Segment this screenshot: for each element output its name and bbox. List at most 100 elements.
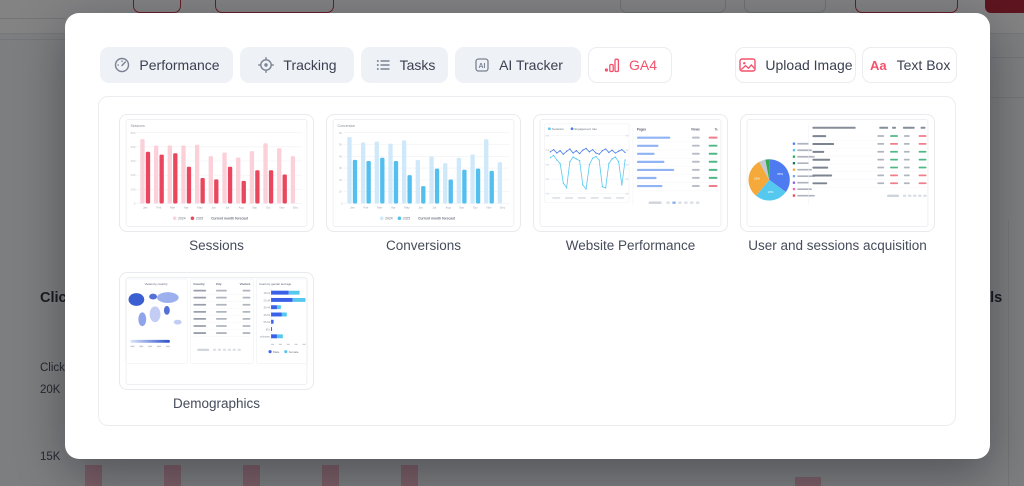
- svg-text:Current month forecast: Current month forecast: [211, 216, 249, 220]
- action-label: Upload Image: [765, 57, 853, 73]
- svg-text:400: 400: [131, 145, 136, 149]
- tab-ai-tracker[interactable]: AI AI Tracker: [455, 47, 581, 83]
- card-label-sessions: Sessions: [189, 238, 244, 253]
- svg-text:Oct: Oct: [473, 205, 478, 209]
- svg-text:45-54: 45-54: [264, 313, 271, 317]
- upload-image-button[interactable]: Upload Image: [735, 47, 856, 83]
- svg-text:2K: 2K: [339, 178, 343, 182]
- svg-text:unknown: unknown: [260, 335, 271, 339]
- backdrop-axis-series: Clicks: [40, 362, 71, 374]
- tab-label: Performance: [139, 57, 220, 73]
- tab-label: Tracking: [283, 57, 337, 73]
- backdrop-button[interactable]: [855, 0, 958, 13]
- tab-performance[interactable]: Performance: [100, 47, 233, 83]
- tab-tasks[interactable]: Tasks: [361, 47, 448, 83]
- svg-text:Apr: Apr: [184, 205, 188, 209]
- svg-text:26%: 26%: [768, 190, 774, 194]
- widget-card-sessions[interactable]: Sessions 500 400 300 200 100 0 Jan Feb Mar Apr May J…: [119, 114, 314, 232]
- card-label-demographics: Demographics: [172, 396, 261, 411]
- text-box-button[interactable]: Aa Text Box: [862, 47, 957, 83]
- svg-text:City: City: [216, 282, 222, 286]
- svg-text:Sessions: Sessions: [552, 127, 564, 131]
- svg-text:Jun: Jun: [418, 205, 423, 209]
- svg-text:Views: Views: [691, 128, 700, 132]
- bar-chart-icon: [604, 58, 620, 73]
- divider: [987, 57, 1024, 58]
- svg-text:0: 0: [341, 202, 343, 206]
- backdrop-button[interactable]: [215, 0, 334, 13]
- tab-label: AI Tracker: [499, 57, 563, 73]
- svg-text:5K: 5K: [339, 143, 343, 147]
- svg-text:Country: Country: [193, 282, 205, 286]
- svg-text:3K: 3K: [339, 166, 343, 170]
- svg-text:Mar: Mar: [377, 205, 382, 209]
- svg-text:2024: 2024: [385, 216, 393, 220]
- crosshair-icon: [258, 57, 275, 73]
- tab-ga4[interactable]: GA4: [588, 47, 672, 83]
- backdrop-chart-bar: [401, 465, 418, 486]
- ai-chip-icon: AI: [475, 58, 489, 72]
- website-performance-thumbnail: Sessions Engagement rate Pages Views%: [534, 115, 727, 231]
- backdrop-button[interactable]: [744, 0, 826, 13]
- svg-text:100: 100: [131, 187, 136, 191]
- svg-text:Conversion: Conversion: [337, 124, 355, 128]
- backdrop-chart-bar: [795, 477, 821, 486]
- svg-text:35-44: 35-44: [264, 306, 271, 310]
- svg-text:31%: 31%: [754, 177, 760, 181]
- svg-text:Female: Female: [289, 350, 299, 354]
- svg-text:Jul: Jul: [226, 205, 230, 209]
- widget-gallery: Sessions 500 400 300 200 100 0 Jan Feb Mar Apr May J…: [98, 96, 956, 426]
- svg-text:0: 0: [134, 202, 136, 206]
- demographics-thumbnail: Views by country Country City Visitors Users…: [120, 273, 313, 389]
- svg-text:%: %: [715, 128, 718, 132]
- acquisition-thumbnail: 35% 26% 31%: [741, 115, 934, 231]
- tab-tracking[interactable]: Tracking: [240, 47, 354, 83]
- svg-text:Aug: Aug: [239, 205, 244, 209]
- image-icon: [739, 58, 757, 72]
- svg-text:1K: 1K: [339, 190, 343, 194]
- svg-text:Nov: Nov: [487, 205, 493, 209]
- text-icon: Aa: [870, 58, 887, 73]
- svg-text:Male: Male: [273, 350, 280, 354]
- backdrop-button[interactable]: [985, 0, 1024, 13]
- backdrop-tick-20k: 20K: [40, 384, 61, 396]
- widget-card-user-sessions-acquisition[interactable]: 35% 26% 31%: [740, 114, 935, 232]
- svg-text:Jan: Jan: [350, 205, 355, 209]
- svg-text:Pages: Pages: [637, 128, 646, 132]
- svg-text:200: 200: [131, 173, 136, 177]
- svg-text:18-24: 18-24: [264, 291, 271, 295]
- svg-text:Jan: Jan: [143, 205, 148, 209]
- widget-card-website-performance[interactable]: Sessions Engagement rate Pages Views%: [533, 114, 728, 232]
- svg-text:25-34: 25-34: [264, 298, 271, 302]
- svg-text:Mar: Mar: [170, 205, 175, 209]
- svg-text:4K: 4K: [339, 154, 343, 158]
- svg-text:Views by country: Views by country: [145, 282, 168, 286]
- backdrop-chart-bar: [85, 465, 102, 486]
- svg-text:Feb: Feb: [157, 205, 162, 209]
- svg-text:Sep: Sep: [459, 205, 464, 209]
- backdrop-button[interactable]: [620, 0, 726, 13]
- backdrop-button[interactable]: [133, 0, 181, 13]
- svg-text:2025: 2025: [403, 216, 411, 220]
- list-icon: [376, 60, 390, 70]
- tab-label: Tasks: [399, 57, 436, 73]
- widget-card-conversions[interactable]: Conversion 6K 5K 4K 3K 2K 1K 0 Jan Feb Mar Apr May Ju…: [326, 114, 521, 232]
- svg-text:Sessions: Sessions: [130, 124, 145, 128]
- svg-text:55-64: 55-64: [264, 320, 271, 324]
- divider: [0, 18, 65, 19]
- backdrop-chart-bar: [243, 465, 260, 486]
- widget-card-demographics[interactable]: Views by country Country City Visitors Users…: [119, 272, 314, 390]
- card-label-conversions: Conversions: [385, 238, 462, 253]
- svg-text:AI: AI: [479, 63, 486, 70]
- conversions-thumbnail: Conversion 6K 5K 4K 3K 2K 1K 0 Jan Feb Mar Apr May Ju…: [327, 115, 520, 231]
- svg-text:6K: 6K: [339, 131, 343, 135]
- backdrop-tick-15k: 15K: [40, 451, 61, 463]
- svg-text:Engagement rate: Engagement rate: [574, 127, 597, 131]
- svg-text:Current month forecast: Current month forecast: [418, 216, 456, 220]
- svg-text:Feb: Feb: [364, 205, 369, 209]
- svg-text:Aug: Aug: [446, 205, 451, 209]
- card-edge: [1008, 220, 1009, 486]
- svg-text:500: 500: [131, 131, 136, 135]
- svg-text:Dec: Dec: [500, 205, 506, 209]
